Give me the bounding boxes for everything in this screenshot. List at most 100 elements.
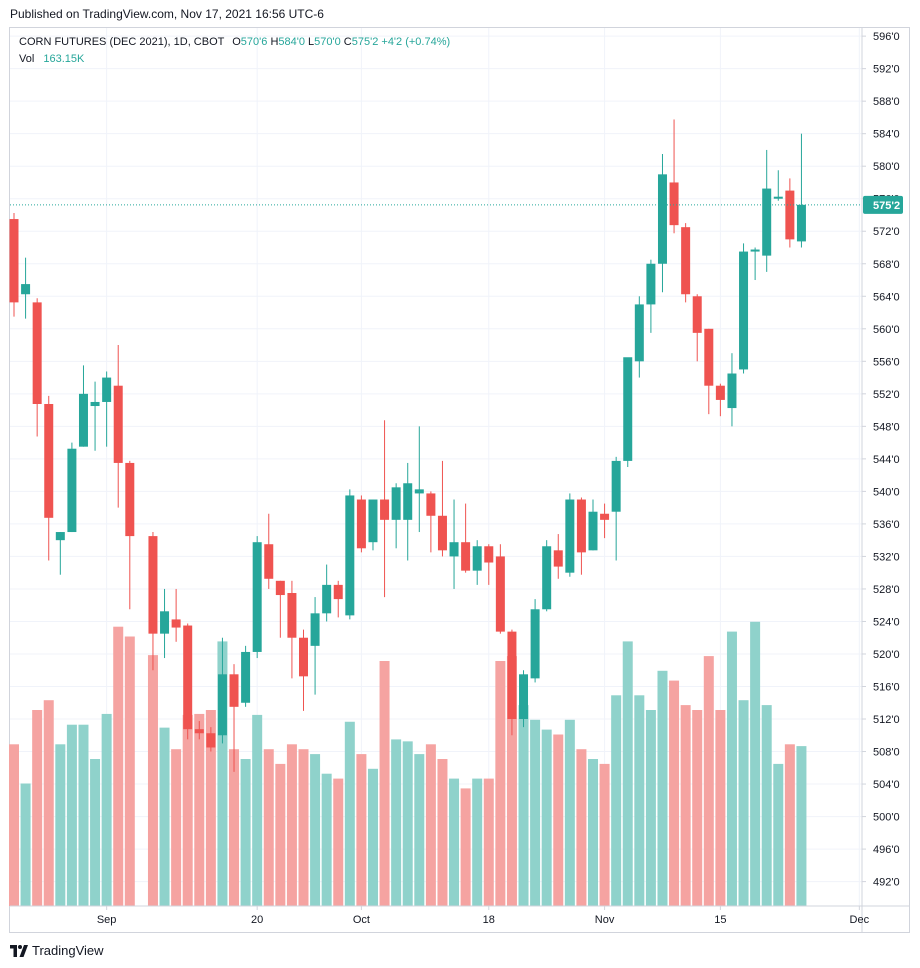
price-tick-label: 596'0 — [873, 31, 900, 43]
volume-bar — [645, 710, 656, 906]
price-tick-label: 508'0 — [873, 747, 900, 759]
price-tick-label: 592'0 — [873, 64, 900, 76]
price-tick-label: 528'0 — [873, 584, 900, 596]
volume-bar — [32, 710, 43, 906]
candle-body — [78, 393, 88, 447]
volume-bar — [124, 636, 135, 906]
candle-body — [472, 546, 482, 571]
candle-body — [322, 584, 332, 614]
candlestick — [588, 499, 598, 551]
candle-body — [160, 611, 170, 634]
price-tick-label: 512'0 — [873, 714, 900, 726]
candlestick — [773, 170, 783, 201]
candlestick — [275, 580, 285, 638]
candle-body — [565, 499, 575, 573]
candlestick — [55, 532, 65, 575]
candle-body — [194, 729, 204, 734]
candle-body — [102, 377, 112, 402]
chart-frame[interactable] — [9, 27, 910, 933]
volume-bar — [726, 631, 737, 906]
time-tick-label: 18 — [483, 914, 495, 926]
volume-bar — [460, 788, 471, 906]
volume-bar — [414, 754, 425, 906]
volume-bar — [159, 727, 170, 906]
tradingview-logo[interactable]: TradingView — [10, 943, 104, 958]
candle-body — [669, 182, 679, 226]
candle-body — [646, 263, 656, 305]
candle-body — [380, 499, 390, 520]
open-label: O — [232, 36, 241, 48]
volume-bar — [449, 778, 460, 906]
candlestick — [368, 499, 378, 551]
candle-body — [9, 219, 19, 303]
candle-body — [796, 204, 806, 242]
candle-body — [739, 251, 749, 370]
high-label: H — [270, 36, 279, 48]
candlestick — [333, 580, 343, 618]
candle-body — [356, 499, 366, 549]
time-axis[interactable]: Sep 20 Oct 18 Nov 15 Dec — [97, 906, 870, 926]
volume-bar — [425, 744, 436, 906]
candlestick — [692, 294, 702, 362]
volume-bar — [483, 778, 494, 906]
candlestick — [519, 670, 529, 728]
close-label: C — [343, 36, 352, 48]
candlestick — [437, 460, 447, 557]
price-tick-label: 580'0 — [873, 161, 900, 173]
volume-bar — [402, 741, 413, 906]
volume-bar — [229, 749, 240, 906]
candle-body — [634, 304, 644, 362]
volume-legend: Vol 163.15K — [19, 53, 84, 65]
candle-body — [217, 674, 227, 736]
last-price-label: 575'2 — [873, 200, 900, 212]
time-tick-label: Dec — [850, 914, 870, 926]
last-price-badge: 575'2 — [863, 195, 903, 214]
candle-body — [32, 302, 42, 404]
volume-bar — [391, 739, 402, 906]
candle-body — [299, 637, 308, 677]
candlestick — [565, 493, 575, 577]
candlestick — [217, 637, 227, 744]
candlestick — [762, 149, 772, 272]
candle-body — [773, 196, 783, 199]
last-price-badge-bg — [863, 195, 903, 214]
volume-bar — [367, 768, 378, 906]
candlestick — [9, 212, 19, 317]
candle-body — [310, 613, 320, 646]
candle-body — [623, 357, 633, 461]
price-axis[interactable]: 496'0 500'0 504'0 508'0 512'0 516'0 520'0 524'0… — [862, 31, 900, 889]
candle-body — [125, 462, 135, 537]
candlestick — [715, 383, 725, 417]
price-tick-label: 564'0 — [873, 291, 900, 303]
volume-bar — [147, 655, 158, 906]
price-tick-label: 520'0 — [873, 649, 900, 661]
price-tick-label: 548'0 — [873, 421, 900, 433]
volume-bar — [761, 705, 772, 906]
candle-body — [495, 556, 505, 632]
candlestick — [704, 328, 714, 415]
candlestick — [403, 462, 413, 561]
candlestick — [241, 645, 251, 707]
candle-body — [657, 174, 667, 264]
volume-bar — [275, 763, 286, 906]
candlestick — [426, 491, 436, 553]
price-tick-label: 540'0 — [873, 486, 900, 498]
candle-body — [449, 542, 459, 557]
candlestick — [681, 223, 691, 303]
candlestick — [229, 664, 239, 772]
volume-bar — [518, 705, 529, 906]
candle-body — [507, 631, 517, 720]
volume-bar — [205, 710, 216, 906]
volume-bar — [622, 641, 633, 906]
volume-bar — [669, 680, 680, 906]
volume-bar — [541, 729, 552, 906]
candle-body — [750, 249, 760, 252]
volume-bar — [310, 754, 321, 906]
candle-body — [727, 373, 737, 409]
tradingview-logo-text: TradingView — [32, 943, 104, 958]
candlestick — [183, 623, 193, 740]
candle-body — [692, 296, 702, 333]
time-tick-label: Oct — [353, 914, 370, 926]
candlestick — [90, 381, 100, 451]
